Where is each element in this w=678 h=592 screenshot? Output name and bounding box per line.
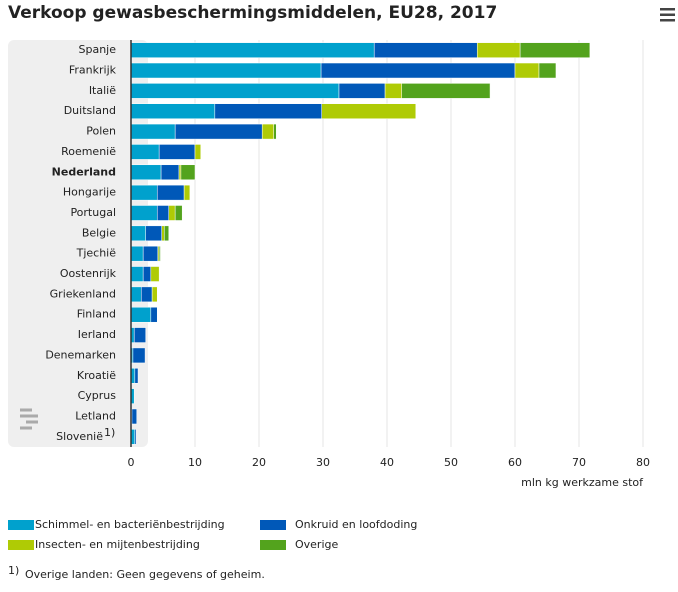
- legend-swatch: [8, 540, 34, 550]
- bar-segment: [151, 286, 158, 303]
- label-panel: [8, 40, 148, 447]
- y-tick-label: Belgie: [82, 226, 116, 239]
- bar-segment: [156, 205, 170, 221]
- y-tick-label: Finland: [77, 308, 116, 321]
- menu-icon[interactable]: [660, 8, 675, 22]
- chart-title: Verkoop gewasbeschermingsmiddelen, EU28,…: [8, 3, 497, 23]
- bar-segment: [132, 347, 146, 364]
- footnote-text: Overige landen: Geen gegevens of geheim.: [25, 568, 265, 581]
- bar-segment: [130, 62, 322, 79]
- y-tick-label: Polen: [86, 125, 116, 138]
- y-tick-label: Griekenland: [50, 287, 116, 300]
- bar-segment: [476, 42, 521, 58]
- y-tick-label: Nederland: [52, 165, 116, 178]
- legend-label: Onkruid en loofdoding: [295, 518, 417, 531]
- bar-segment: [161, 225, 165, 242]
- bar-segment: [194, 144, 202, 160]
- footnote-marker: 1): [8, 564, 19, 577]
- bar-segment: [142, 266, 152, 282]
- x-tick-label: 80: [636, 456, 650, 469]
- legend-label: Overige: [295, 538, 338, 551]
- y-tick-label: Tjechië: [76, 247, 117, 260]
- y-tick-label: Letland: [75, 409, 116, 422]
- y-tick-label: Roemenië: [61, 145, 116, 158]
- bar-segment: [538, 62, 557, 79]
- bar-segment: [164, 225, 170, 242]
- bar-segment: [183, 184, 191, 201]
- legend-swatch: [260, 520, 286, 530]
- bar-segment: [134, 429, 137, 445]
- bar-segment: [130, 286, 142, 303]
- bar-segment: [519, 42, 591, 58]
- x-tick-label: 10: [188, 456, 202, 469]
- bar-segment: [384, 83, 402, 99]
- bar-segment: [130, 103, 216, 119]
- bar-segment: [338, 83, 386, 99]
- x-tick-label: 50: [444, 456, 458, 469]
- legend-label: Schimmel- en bacteriënbestrijding: [35, 518, 225, 531]
- bar-segment: [168, 205, 176, 221]
- y-tick-label: Denemarken: [45, 348, 116, 361]
- y-tick-label: Slovenië: [56, 430, 103, 443]
- bar-segment: [401, 83, 491, 99]
- bar-segment: [150, 266, 160, 282]
- bar-segment: [174, 205, 183, 221]
- y-tick-label: Ierland: [78, 328, 116, 341]
- x-tick-label: 70: [572, 456, 586, 469]
- bar-segment: [261, 123, 274, 140]
- bar-segment: [174, 123, 263, 140]
- bar-segment: [130, 205, 158, 221]
- logo: [20, 408, 38, 430]
- bar-segment: [134, 368, 139, 384]
- bar-segment: [140, 286, 153, 303]
- bar-segment: [130, 184, 158, 201]
- y-tick-label: Duitsland: [64, 104, 116, 117]
- x-axis-label: mln kg werkzame stof: [521, 476, 644, 489]
- bar-segment: [373, 42, 478, 58]
- bar-segment: [321, 103, 417, 119]
- bar-segment: [320, 62, 516, 79]
- bar-segment: [130, 83, 340, 99]
- bar-segment: [178, 164, 182, 181]
- bar-segment: [130, 42, 375, 58]
- bar-segment: [180, 164, 196, 181]
- y-tick-label: Hongarije: [63, 186, 116, 199]
- footnote-marker: 1): [104, 426, 115, 439]
- x-tick-label: 0: [128, 456, 135, 469]
- y-tick-label: Oostenrijk: [60, 267, 117, 280]
- bar-segment: [130, 123, 176, 140]
- y-tick-label: Italië: [89, 84, 116, 97]
- x-tick-label: 30: [316, 456, 330, 469]
- legend-label: Insecten- en mijtenbestrijding: [35, 538, 200, 551]
- bar-segment: [145, 225, 162, 242]
- bar-segment: [130, 144, 160, 160]
- y-tick-label: Cyprus: [78, 389, 117, 402]
- bar-segment: [156, 184, 185, 201]
- y-tick-label: Portugal: [70, 206, 116, 219]
- bar-segment: [130, 245, 144, 262]
- bar-segment: [514, 62, 540, 79]
- legend-swatch: [260, 540, 286, 550]
- x-tick-label: 60: [508, 456, 522, 469]
- bar-segment: [131, 408, 138, 425]
- legend-swatch: [8, 520, 34, 530]
- x-tick-label: 40: [380, 456, 394, 469]
- y-tick-label: Kroatië: [77, 369, 116, 382]
- bar-segment: [158, 144, 196, 160]
- bar-segment: [150, 306, 158, 323]
- bar-segment: [214, 103, 322, 119]
- y-tick-label: Frankrijk: [69, 64, 117, 77]
- bar-segment: [142, 245, 159, 262]
- bar-segment: [130, 225, 146, 242]
- bar-segment: [130, 164, 162, 181]
- bar-segment: [273, 123, 277, 140]
- bar-segment: [133, 327, 146, 343]
- bar-segment: [130, 266, 144, 282]
- bar-segment: [160, 164, 180, 181]
- bar-segment: [158, 245, 161, 262]
- x-tick-label: 20: [252, 456, 266, 469]
- y-tick-label: Spanje: [78, 43, 116, 56]
- bar-segment: [130, 306, 152, 323]
